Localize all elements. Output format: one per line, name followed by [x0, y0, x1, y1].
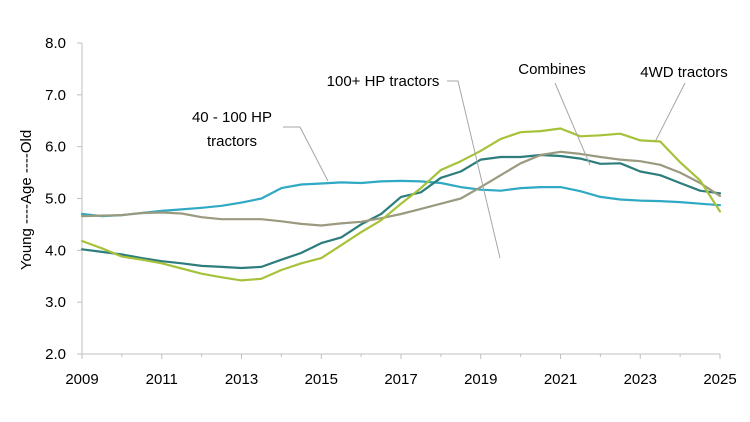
y-tick-label: 3.0 — [45, 294, 66, 311]
x-tick-label: 2019 — [464, 371, 497, 388]
annotation-label-40-100-hp-tractors: 40 - 100 HP — [192, 109, 272, 126]
x-tick-label: 2021 — [544, 371, 577, 388]
y-tick-label: 6.0 — [45, 139, 66, 156]
y-tick-label: 2.0 — [45, 346, 66, 363]
series-line-100-hp-tractors — [80, 153, 722, 270]
x-tick-label: 2011 — [146, 371, 178, 388]
y-tick-label: 8.0 — [45, 35, 66, 52]
annotation-label-combines: Combines — [518, 61, 586, 78]
x-tick-label: 2023 — [624, 371, 657, 388]
series-lines — [80, 127, 722, 282]
series-line-combines — [80, 150, 722, 227]
x-tick-label: 2013 — [225, 371, 258, 388]
axes: 2.0 3.0 4.0 5.0 6.0 7.0 8.0 2009 2011 2013 2015 201… — [45, 35, 737, 388]
y-tick-label: 5.0 — [45, 191, 66, 208]
x-tick-label: 2017 — [384, 371, 417, 388]
annotation-label-4wd-tractors: 4WD tractors — [640, 64, 728, 81]
series-line-40-100-hp-tractors — [80, 179, 722, 218]
annotation-label-100-hp-tractors: 100+ HP tractors — [327, 73, 440, 90]
annotation-leader-combines — [554, 82, 591, 166]
series-line-4wd-tractors — [80, 127, 722, 282]
annotation-leader-100-hp-tractors — [447, 80, 501, 259]
y-tick-label: 4.0 — [45, 242, 66, 259]
annotation-label-40-100-hp-tractors: tractors — [207, 133, 257, 150]
y-tick-label: 7.0 — [45, 87, 66, 104]
x-tick-label: 2009 — [65, 371, 98, 388]
annotation-leader-4wd-tractors — [654, 82, 686, 143]
annotation-leader-40-100-hp-tractors — [283, 126, 329, 182]
annotations: 40 - 100 HP tractors 100+ HP tractors Combi… — [192, 61, 728, 259]
x-tick-label: 2025 — [703, 371, 736, 388]
x-tick-label: 2015 — [305, 371, 338, 388]
y-axis-title: Young ----Age ----Old — [18, 130, 35, 270]
